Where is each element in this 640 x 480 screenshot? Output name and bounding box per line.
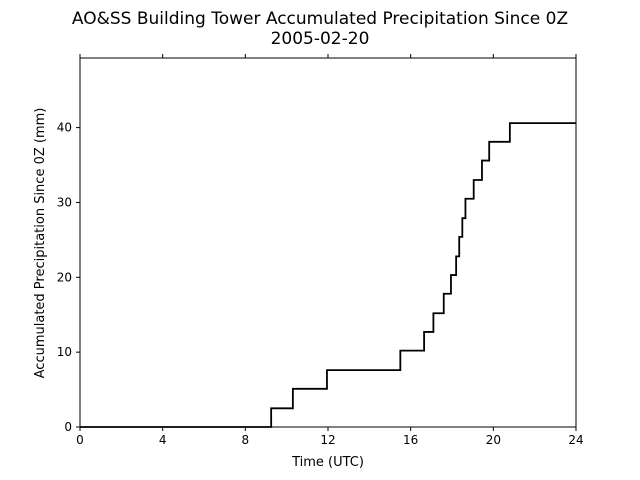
y-tick-label: 20 [57,270,72,284]
x-tick-label: 0 [76,433,84,447]
x-tick-label: 8 [242,433,250,447]
x-tick-label: 24 [568,433,583,447]
x-tick-label: 16 [403,433,418,447]
y-tick-label: 30 [57,195,72,209]
x-tick-label: 20 [486,433,501,447]
precipitation-line [80,122,576,428]
x-axis: 0 4 8 12 16 20 24 [76,54,584,447]
x-axis-label: Time (UTC) [291,455,364,470]
plot-area [79,57,577,428]
x-tick-label: 12 [320,433,335,447]
y-tick-label: 40 [57,121,72,135]
chart-subtitle: 2005-02-20 [271,29,370,49]
y-tick-label: 10 [57,345,72,359]
x-tick-label: 4 [159,433,167,447]
y-tick-label: 0 [64,420,72,434]
chart-title: AO&SS Building Tower Accumulated Precipi… [72,9,568,29]
y-axis: 0 10 20 30 40 [57,121,80,434]
y-axis-label: Accumulated Precipitation Since 0Z (mm) [33,108,48,379]
plot-frame [79,57,577,428]
